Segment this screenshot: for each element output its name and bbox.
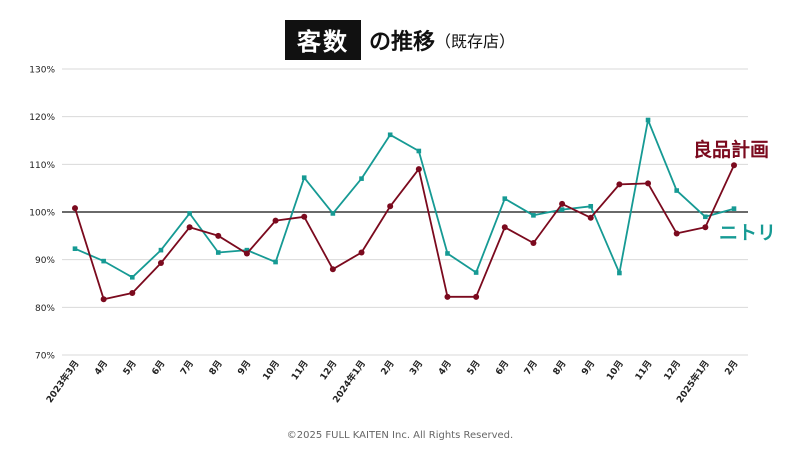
point-ryohin — [100, 296, 107, 303]
point-nitori — [158, 247, 164, 253]
point-nitori — [187, 211, 192, 216]
point-ryohin — [358, 249, 365, 256]
point-ryohin — [387, 203, 394, 210]
y-tick-label: 80% — [35, 304, 55, 314]
point-ryohin — [157, 260, 164, 267]
point-ryohin — [645, 180, 652, 187]
point-ryohin — [243, 250, 250, 257]
point-nitori — [244, 247, 250, 253]
point-nitori — [215, 250, 221, 255]
x-tick-label: 2月 — [723, 358, 741, 377]
point-nitori — [330, 211, 336, 216]
point-ryohin — [329, 266, 336, 273]
point-nitori — [617, 270, 622, 276]
y-tick-label: 130% — [29, 66, 55, 76]
chart-title: 客数 の推移（既存店） — [0, 20, 800, 60]
point-ryohin — [501, 224, 508, 231]
y-tick-label: 100% — [29, 209, 55, 219]
x-tick-label: 2月 — [379, 358, 397, 377]
point-ryohin — [215, 232, 222, 239]
point-ryohin — [587, 214, 594, 221]
x-tick-label: 7月 — [178, 358, 196, 377]
x-tick-label: 4月 — [92, 358, 110, 377]
title-main: の推移 — [368, 30, 435, 55]
x-tick-label: 3月 — [408, 358, 426, 377]
x-tick-label: 8月 — [207, 358, 225, 377]
point-ryohin — [272, 217, 279, 224]
point-nitori — [703, 214, 708, 220]
point-nitori — [416, 148, 422, 154]
x-tick-label: 2023年3月 — [43, 358, 81, 405]
x-tick-label: 10月 — [261, 358, 282, 382]
point-ryohin — [444, 293, 451, 300]
point-nitori — [645, 117, 651, 123]
title-sub: （既存店） — [435, 32, 516, 51]
x-tick-label: 6月 — [150, 358, 168, 377]
point-nitori — [130, 275, 135, 280]
x-tick-label: 11月 — [289, 358, 310, 382]
point-ryohin — [72, 205, 78, 212]
x-tick-label: 12月 — [318, 358, 339, 382]
point-nitori — [473, 270, 479, 275]
point-ryohin — [731, 162, 737, 169]
point-nitori — [301, 175, 307, 180]
point-nitori — [674, 188, 679, 193]
point-nitori — [359, 176, 364, 181]
point-ryohin — [673, 230, 680, 237]
series-label-ryohin: 良品計画 — [693, 139, 770, 161]
x-tick-label: 5月 — [121, 358, 139, 377]
x-tick-label: 4月 — [436, 358, 454, 377]
point-nitori — [72, 246, 78, 252]
point-nitori — [502, 196, 508, 201]
point-ryohin — [301, 213, 308, 220]
x-tick-label: 12月 — [662, 358, 683, 382]
x-tick-label: 7月 — [522, 358, 540, 377]
point-nitori — [273, 259, 278, 265]
point-nitori — [559, 207, 565, 212]
series-line-nitori — [74, 119, 735, 279]
title-highlight: 客数 — [284, 20, 361, 60]
x-tick-label: 11月 — [633, 358, 654, 382]
point-ryohin — [415, 166, 422, 173]
series-label-nitori: ニトリ — [719, 222, 777, 244]
x-tick-label: 6月 — [493, 358, 511, 377]
y-tick-label: 120% — [29, 113, 55, 123]
point-nitori — [445, 251, 450, 256]
point-ryohin — [129, 290, 136, 297]
y-tick-label: 70% — [35, 352, 55, 362]
point-ryohin — [702, 224, 709, 231]
x-tick-label: 5月 — [465, 358, 483, 377]
point-nitori — [531, 213, 536, 218]
point-nitori — [101, 258, 106, 264]
copyright-footer: ©2025 FULL KAITEN Inc. All Rights Reserv… — [286, 430, 514, 441]
x-tick-label: 10月 — [604, 358, 625, 382]
point-ryohin — [559, 200, 566, 207]
x-tick-label: 8月 — [551, 358, 569, 377]
series-line-ryohin — [74, 164, 735, 301]
point-nitori — [588, 203, 594, 209]
x-tick-label: 9月 — [236, 358, 254, 377]
y-tick-label: 90% — [35, 256, 55, 266]
point-ryohin — [530, 239, 537, 246]
x-tick-label: 9月 — [579, 358, 597, 377]
point-nitori — [731, 206, 737, 211]
point-ryohin — [186, 224, 193, 231]
point-ryohin — [616, 181, 623, 188]
point-nitori — [387, 132, 393, 138]
y-tick-label: 110% — [29, 161, 55, 171]
point-ryohin — [473, 293, 480, 300]
